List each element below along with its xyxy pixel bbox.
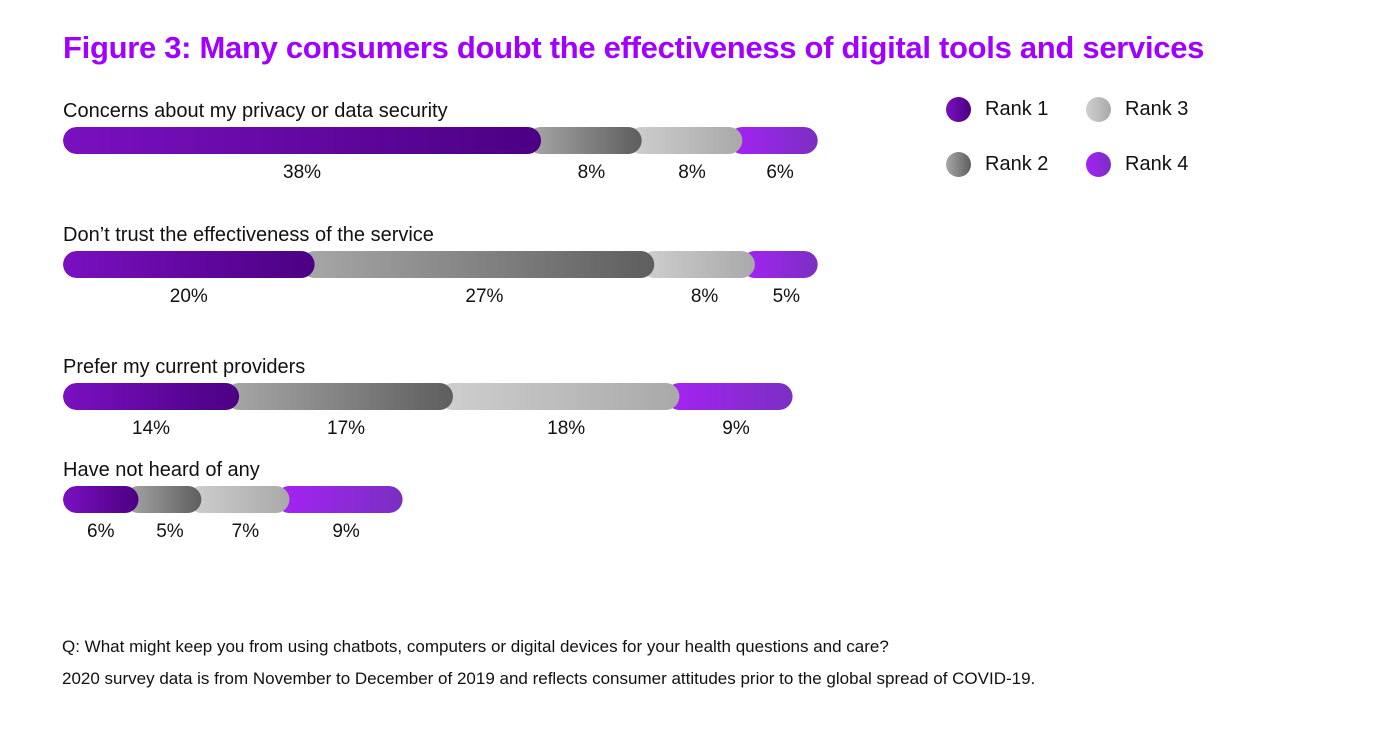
category-label: Don’t trust the effectiveness of the ser… xyxy=(63,224,434,246)
bar-segment-rank-1 xyxy=(63,383,240,410)
bar-row xyxy=(63,251,818,278)
data-label: 7% xyxy=(232,521,260,542)
bar-segment-rank-3 xyxy=(640,251,755,278)
data-label: 18% xyxy=(547,418,585,439)
category-label: Prefer my current providers xyxy=(63,356,305,378)
bar-row xyxy=(63,383,793,410)
bar-segment-rank-2 xyxy=(527,127,642,154)
legend-label-rank-4: Rank 4 xyxy=(1125,153,1189,175)
bar-segment-rank-3 xyxy=(439,383,680,410)
legend-item-rank-3: Rank 3 xyxy=(1086,97,1188,122)
bar-segment-rank-3 xyxy=(187,486,290,513)
data-label: 6% xyxy=(87,521,115,542)
chart-title: Figure 3: Many consumers doubt the effec… xyxy=(63,30,1205,65)
legend-swatch-rank-3 xyxy=(1086,97,1111,122)
category-label: Have not heard of any xyxy=(63,459,260,481)
data-label: 14% xyxy=(132,418,170,439)
bar-segment-rank-1 xyxy=(63,251,315,278)
bar-segment-rank-4 xyxy=(728,127,818,154)
data-label: 8% xyxy=(678,162,706,183)
bar-segment-rank-2 xyxy=(124,486,202,513)
stacked-bar-chart: Concerns about my privacy or data securi… xyxy=(63,100,818,542)
bar-segment-rank-2 xyxy=(225,383,453,410)
legend-swatch-rank-1 xyxy=(946,97,971,122)
bar-segment-rank-4 xyxy=(665,383,793,410)
data-label: 6% xyxy=(766,162,794,183)
data-label: 27% xyxy=(465,286,503,307)
legend-item-rank-2: Rank 2 xyxy=(946,152,1048,177)
data-label: 38% xyxy=(283,162,321,183)
data-label: 8% xyxy=(578,162,606,183)
data-label: 9% xyxy=(332,521,360,542)
legend-item-rank-4: Rank 4 xyxy=(1086,152,1188,177)
legend-label-rank-2: Rank 2 xyxy=(985,153,1049,175)
data-label: 20% xyxy=(170,286,208,307)
footnote-question: Q: What might keep you from using chatbo… xyxy=(62,637,889,656)
legend-swatch-rank-4 xyxy=(1086,152,1111,177)
legend: Rank 1 Rank 3 Rank 2 Rank 4 xyxy=(946,95,1246,205)
legend-label-rank-1: Rank 1 xyxy=(985,98,1049,120)
bar-segment-rank-4 xyxy=(741,251,818,278)
bar-segment-rank-2 xyxy=(301,251,655,278)
bar-segment-rank-4 xyxy=(275,486,403,513)
bar-row xyxy=(63,486,403,513)
legend-label-rank-3: Rank 3 xyxy=(1125,98,1189,120)
category-label: Concerns about my privacy or data securi… xyxy=(63,100,448,122)
data-label: 17% xyxy=(327,418,365,439)
bar-row xyxy=(63,127,818,154)
legend-item-rank-1: Rank 1 xyxy=(946,97,1048,122)
data-label: 5% xyxy=(773,286,801,307)
footnote-survey-note: 2020 survey data is from November to Dec… xyxy=(62,669,1036,688)
data-label: 8% xyxy=(691,286,719,307)
data-label: 9% xyxy=(722,418,750,439)
bar-segment-rank-1 xyxy=(63,127,542,154)
legend-swatch-rank-2 xyxy=(946,152,971,177)
bar-segment-rank-1 xyxy=(63,486,139,513)
bar-segment-rank-3 xyxy=(628,127,743,154)
data-label: 5% xyxy=(156,521,184,542)
